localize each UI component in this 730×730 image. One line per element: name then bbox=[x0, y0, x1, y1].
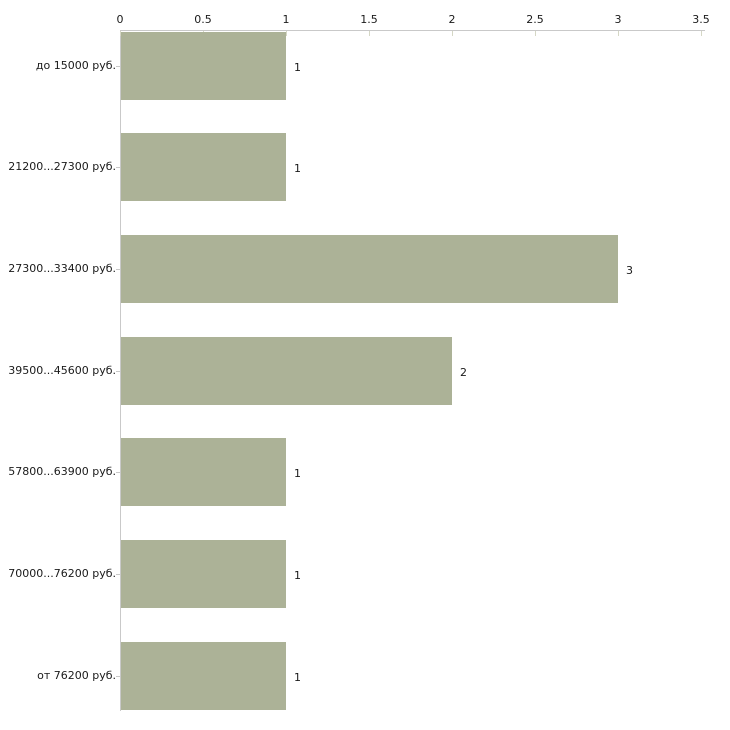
x-axis-tick-mark bbox=[452, 31, 453, 36]
x-axis-tick-mark bbox=[369, 31, 370, 36]
bar bbox=[121, 641, 286, 710]
bar bbox=[121, 540, 286, 608]
x-axis-tick-mark bbox=[535, 31, 536, 36]
x-axis-tick-mark bbox=[120, 31, 121, 36]
y-axis-tick-mark bbox=[116, 675, 120, 677]
value-label: 1 bbox=[294, 60, 301, 74]
category-label: до 15000 руб. bbox=[35, 58, 116, 72]
category-label: 21200...27300 руб. bbox=[8, 160, 116, 174]
category-label: от 76200 руб. bbox=[37, 668, 116, 682]
bar bbox=[121, 31, 286, 100]
x-axis-tick-label: 3.5 bbox=[692, 13, 710, 26]
category-label: 57800...63900 руб. bbox=[8, 465, 116, 479]
x-axis-tick-label: 2.5 bbox=[526, 13, 544, 26]
value-label: 2 bbox=[460, 365, 467, 379]
value-label: 1 bbox=[294, 569, 301, 582]
value-label: 3 bbox=[626, 263, 633, 277]
x-axis-tick-label: 0.5 bbox=[194, 13, 212, 26]
x-axis-tick-label: 2 bbox=[448, 13, 456, 26]
bar bbox=[121, 336, 452, 405]
x-axis-tick-label: 1 bbox=[282, 13, 290, 26]
value-label: 1 bbox=[294, 467, 301, 481]
bar bbox=[121, 438, 286, 507]
x-axis-line bbox=[120, 30, 705, 31]
x-axis-tick-label: 3 bbox=[614, 13, 622, 26]
y-axis-tick-mark bbox=[116, 370, 120, 372]
y-axis-tick-mark bbox=[116, 167, 120, 169]
y-axis-tick-mark bbox=[116, 268, 120, 270]
x-axis-tick-mark bbox=[286, 31, 287, 36]
value-label: 1 bbox=[294, 162, 301, 176]
category-label: 27300...33400 руб. bbox=[8, 261, 116, 275]
y-axis-line bbox=[120, 30, 121, 711]
bar bbox=[121, 234, 618, 303]
category-label: 70000...76200 руб. bbox=[8, 567, 116, 580]
x-axis-tick-mark bbox=[701, 31, 702, 36]
x-axis-tick-label: 0 bbox=[116, 13, 124, 26]
x-axis-tick-mark bbox=[618, 31, 619, 36]
y-axis-tick-mark bbox=[116, 472, 120, 474]
category-label: 39500...45600 руб. bbox=[8, 363, 116, 377]
y-axis-tick-mark bbox=[116, 574, 120, 575]
value-label: 1 bbox=[294, 670, 301, 684]
x-axis-tick-label: 1.5 bbox=[360, 13, 378, 26]
bar bbox=[121, 133, 286, 202]
y-axis-tick-mark bbox=[116, 65, 120, 67]
